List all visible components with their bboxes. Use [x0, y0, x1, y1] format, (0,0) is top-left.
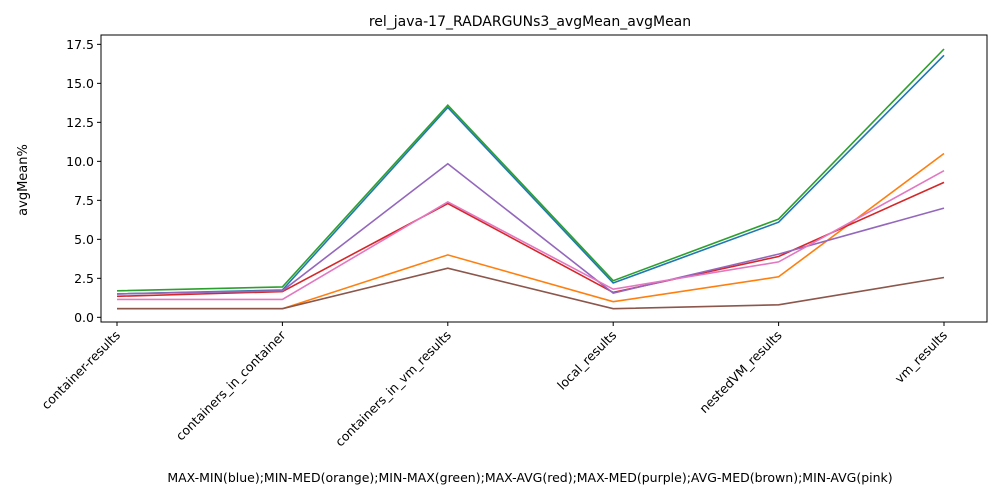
y-tick-label-7: 17.5: [66, 37, 94, 52]
series-line-7: [117, 169, 945, 301]
y-axis: 0.0 2.5 5.0 7.5 10.0 12.5 15.0 17.5: [66, 37, 101, 325]
x-axis: container-results containers_in_container…: [38, 322, 950, 449]
series-line-1: [116, 54, 945, 295]
series-line-6: [117, 267, 945, 310]
x-tick-label-4: nestedVM_results: [696, 328, 784, 416]
y-axis-label: avgMean%: [16, 144, 31, 216]
series-line-5: [116, 162, 945, 295]
plot-frame: [100, 34, 988, 323]
y-tick-label-5: 12.5: [66, 115, 94, 130]
y-tick-label-4: 10.0: [66, 154, 94, 169]
y-tick-label-2: 5.0: [74, 232, 94, 247]
chart-title: rel_java-17_RADARGUNs3_avgMean_avgMean: [369, 14, 691, 30]
y-tick-label-3: 7.5: [74, 193, 94, 208]
series-line-4: [116, 181, 945, 298]
y-tick-label-6: 15.0: [66, 76, 94, 91]
x-tick-label-2: containers_in_vm_results: [332, 328, 454, 450]
y-tick-label-0: 0.0: [74, 310, 94, 325]
plot-lines: [116, 48, 945, 310]
x-axis-label: MAX-MIN(blue);MIN-MED(orange);MIN-MAX(gr…: [167, 470, 892, 485]
x-tick-label-1: containers_in_container: [173, 327, 289, 443]
series-line-3: [116, 48, 945, 292]
x-tick-label-3: local_results: [554, 328, 619, 393]
y-tick-label-1: 2.5: [74, 271, 94, 286]
x-tick-label-0: container-results: [38, 328, 123, 413]
x-tick-label-5: vm_results: [892, 328, 950, 386]
